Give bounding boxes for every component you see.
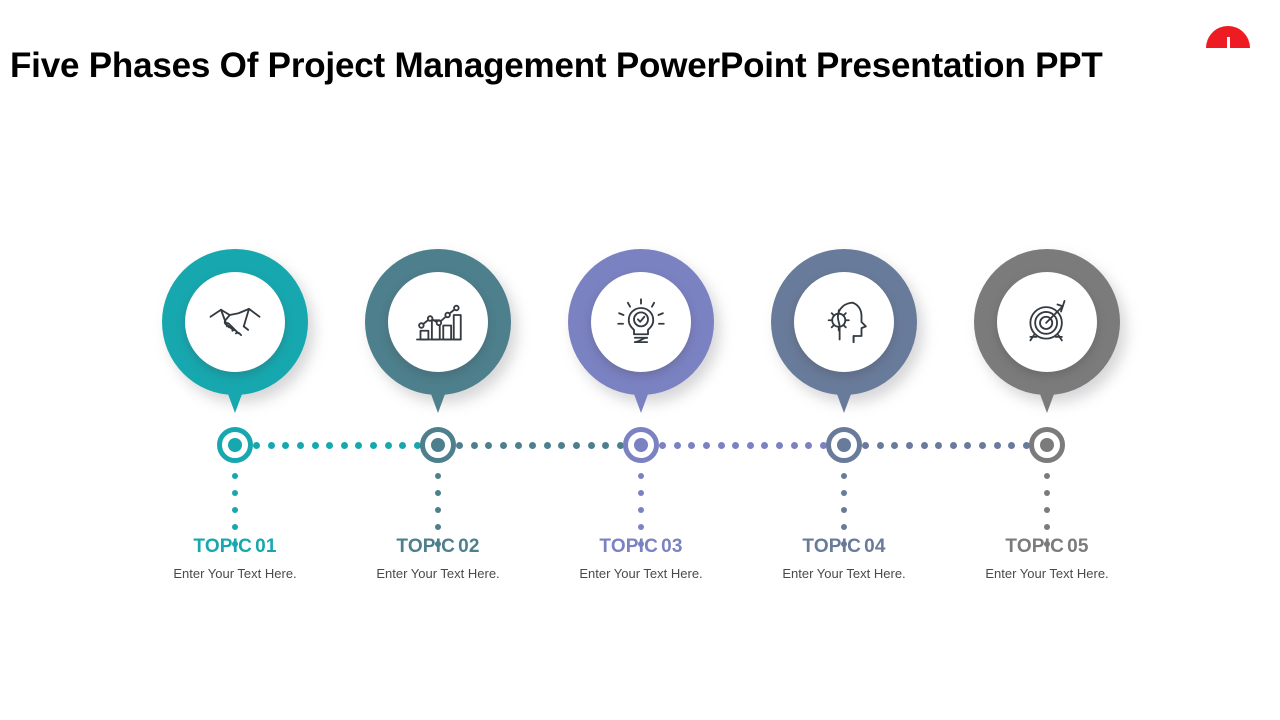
phase-number-03: 03	[661, 536, 683, 557]
timeline-node-01[interactable]	[217, 427, 253, 463]
lightbulb-check-icon	[617, 298, 665, 344]
connector-2-3	[456, 441, 624, 449]
red-dome-icon	[1206, 26, 1250, 48]
handshake-icon	[209, 307, 261, 337]
phase-label-01: TOPIC 01	[125, 536, 345, 558]
connector-1-2	[253, 441, 421, 449]
phase-pin-02[interactable]	[365, 249, 517, 413]
phase-pin-03[interactable]	[568, 249, 720, 413]
pin-icon-well	[591, 272, 691, 372]
phase-label-04: TOPIC 04	[734, 536, 954, 558]
phase-label-03: TOPIC 03	[531, 536, 751, 558]
phase-subtitle-05: Enter Your Text Here.	[985, 566, 1109, 581]
pin-icon-well	[185, 272, 285, 372]
timeline-node-02[interactable]	[420, 427, 456, 463]
phase-number-01: 01	[255, 536, 277, 557]
timeline-node-04[interactable]	[826, 427, 862, 463]
phase-pin-01[interactable]	[162, 249, 314, 413]
phase-column-03[interactable]: TOPIC 03 Enter Your Text Here.	[531, 0, 751, 720]
pin-icon-well	[794, 272, 894, 372]
phase-topic-text-04: TOPIC	[802, 536, 862, 557]
phase-subtitle-01: Enter Your Text Here.	[173, 566, 297, 581]
target-arrow-icon	[1029, 300, 1066, 342]
timeline-node-03[interactable]	[623, 427, 659, 463]
phase-column-04[interactable]: TOPIC 04 Enter Your Text Here.	[734, 0, 954, 720]
phase-topic-text-02: TOPIC	[396, 536, 456, 557]
phase-pin-05[interactable]	[974, 249, 1126, 413]
phase-subtitle-02: Enter Your Text Here.	[376, 566, 500, 581]
stem-dots-01	[232, 473, 238, 558]
phase-number-02: 02	[458, 536, 480, 557]
pin-icon-well	[997, 272, 1097, 372]
phase-column-02[interactable]: TOPIC 02 Enter Your Text Here.	[328, 0, 548, 720]
timeline-node-05[interactable]	[1029, 427, 1065, 463]
phase-number-05: 05	[1067, 536, 1089, 557]
phase-pin-04[interactable]	[771, 249, 923, 413]
pin-icon-well	[388, 272, 488, 372]
phase-subtitle-03: Enter Your Text Here.	[579, 566, 703, 581]
phase-label-05: TOPIC 05	[937, 536, 1157, 558]
stem-dots-05	[1044, 473, 1050, 558]
phase-subtitle-04: Enter Your Text Here.	[782, 566, 906, 581]
phase-topic-text-03: TOPIC	[599, 536, 659, 557]
stem-dots-04	[841, 473, 847, 558]
connector-3-4	[659, 441, 827, 449]
slide-header: Five Phases Of Project Management PowerP…	[10, 26, 1278, 92]
page-title: Five Phases Of Project Management PowerP…	[10, 46, 1103, 85]
phase-column-01[interactable]: TOPIC 01 Enter Your Text Here.	[125, 0, 345, 720]
bar-chart-trend-icon	[416, 304, 462, 341]
phase-column-05[interactable]: TOPIC 05 Enter Your Text Here.	[937, 0, 1157, 720]
phase-number-04: 04	[864, 536, 886, 557]
phase-label-02: TOPIC 02	[328, 536, 548, 558]
stem-dots-03	[638, 473, 644, 558]
phase-topic-text-05: TOPIC	[1005, 536, 1065, 557]
head-gear-icon	[827, 301, 867, 344]
phase-topic-text-01: TOPIC	[193, 536, 253, 557]
stem-dots-02	[435, 473, 441, 558]
connector-4-5	[862, 441, 1030, 449]
